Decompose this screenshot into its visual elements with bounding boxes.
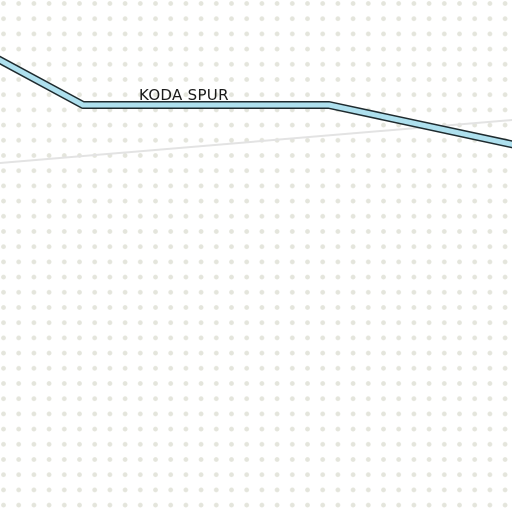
koda-spur-road[interactable] (0, 57, 512, 147)
road-label-koda-spur: KODA SPUR (139, 86, 229, 104)
